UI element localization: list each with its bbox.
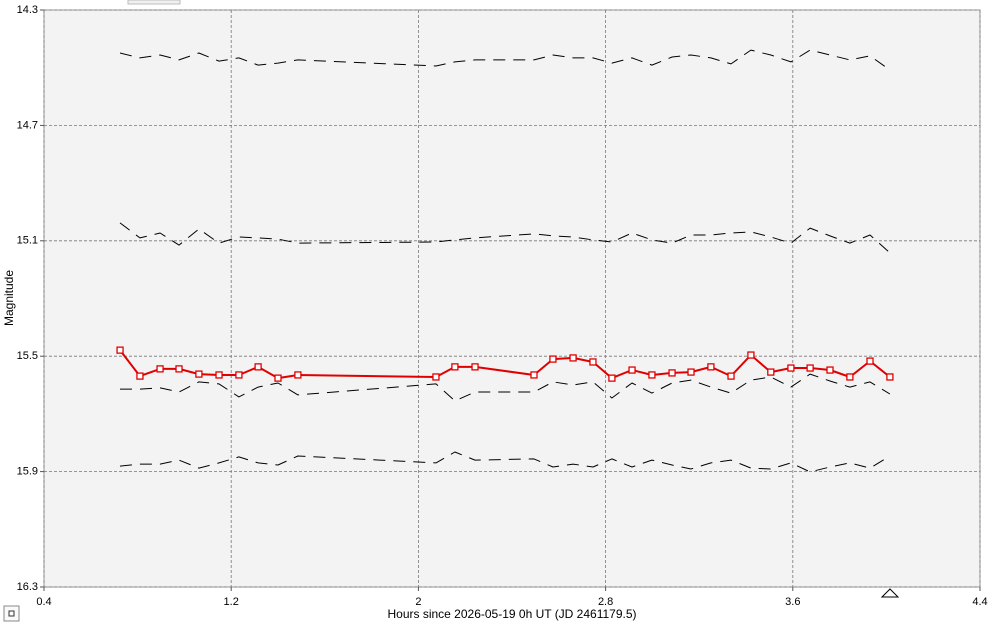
point-marker [767,368,775,376]
point-marker [136,372,144,380]
point-marker [846,373,854,381]
point-marker [215,371,223,379]
x-tick-label: 2.8 [598,596,613,608]
point-marker [175,365,183,373]
x-tick-label: 1.2 [224,596,239,608]
point-marker [747,351,755,359]
point-marker [451,363,459,371]
point-marker [156,365,164,373]
point-marker [549,355,557,363]
y-tick-label: 15.1 [17,235,38,247]
point-marker [195,370,203,378]
point-marker [727,372,735,380]
point-marker [866,357,874,365]
point-marker [254,363,262,371]
y-tick-label: 14.3 [17,4,38,16]
y-axis-title: Magnitude [2,270,16,326]
plot-area [43,9,981,588]
point-marker [826,366,834,374]
point-marker [569,354,577,362]
x-tick-label: 0.4 [36,596,51,608]
point-marker [787,364,795,372]
point-marker [274,374,282,382]
point-marker [687,368,695,376]
comparison-line [119,222,891,254]
comparison-line [120,373,891,402]
marks [116,49,894,473]
grid: 0.4 1.2 2 2.8 3.6 4.4 14.3 14.7 15.1 15.5 15.9 16.3 [17,4,988,608]
y-tick-label: 16.3 [17,581,38,593]
point-marker [530,371,538,379]
x-tick-label: 3.6 [785,596,800,608]
point-marker [648,371,656,379]
point-marker [116,346,124,354]
x-tick-label: 2 [415,596,421,608]
y-tick-label: 15.5 [17,350,38,362]
time-marker[interactable] [880,588,900,598]
point-marker [294,371,302,379]
point-marker [668,369,676,377]
tab[interactable] [127,0,181,5]
point-marker [471,363,479,371]
point-marker [806,364,814,372]
comparison-line [119,451,891,473]
x-tick-label: 4.4 [972,596,987,608]
point-marker [235,371,243,379]
y-tick-label: 15.9 [17,466,38,478]
point-marker [589,358,597,366]
point-marker [432,373,440,381]
point-marker [628,366,636,374]
comparison-line [119,49,891,71]
corner-button[interactable] [3,605,20,622]
point-marker [886,373,894,381]
x-axis-title: Hours since 2026-05-19 0h UT (JD 2461179… [387,607,636,621]
point-marker [707,363,715,371]
y-tick-label: 14.7 [17,119,38,131]
corner-button-icon [8,610,15,617]
point-marker [608,374,616,382]
